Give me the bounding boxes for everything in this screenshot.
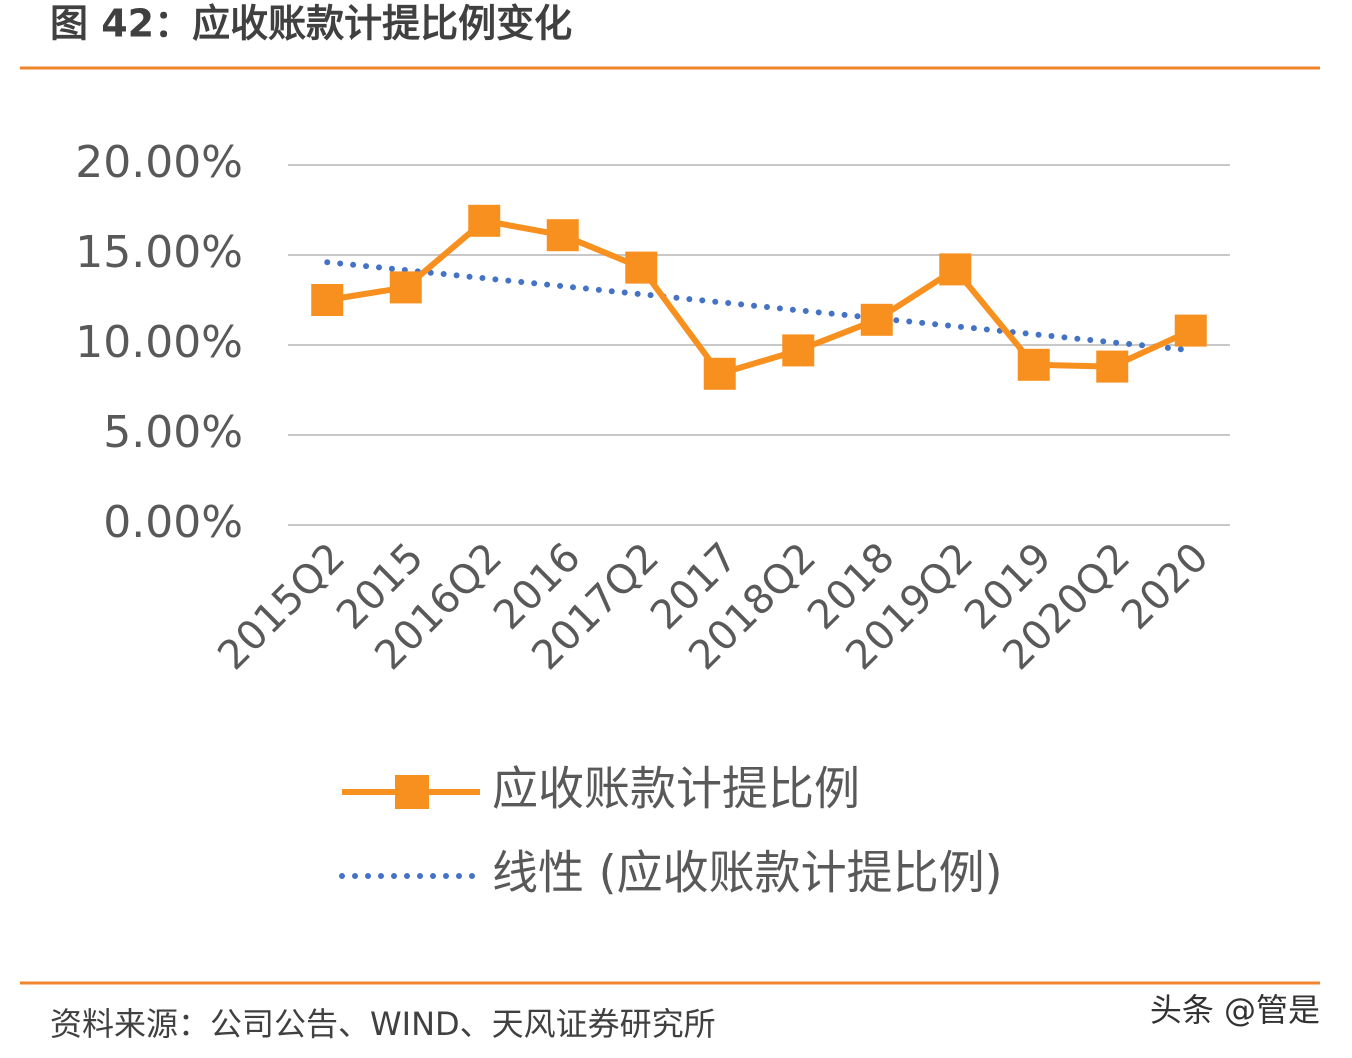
watermark: 头条 @管是 [1150,991,1320,1029]
point-marker [1017,348,1050,381]
legend-label: 应收账款计提比例 [492,762,860,816]
y-tick-label: 15.00% [75,227,243,278]
y-tick-label: 0.00% [103,497,243,548]
point-marker [782,334,815,367]
point-marker [311,284,344,316]
point-marker [1174,314,1207,347]
chart-title: 图 42：应收账款计提比例变化 [50,2,572,46]
point-marker [860,303,893,336]
point-marker [468,204,501,237]
source: 资料来源：公司公告、WIND、天风证券研究所 [50,1005,716,1043]
series-line [324,259,1194,354]
point-marker [1096,350,1129,383]
y-tick-label: 20.00% [75,137,243,188]
point-marker [546,219,579,252]
point-marker [625,251,658,284]
y-tick-label: 5.00% [103,407,243,458]
legend-label: 线性 (应收账款计提比例) [492,846,1003,900]
point-marker [703,357,736,390]
point-marker [389,271,422,304]
point-marker [939,253,972,286]
legend-marker [395,775,429,809]
y-tick-label: 10.00% [75,317,243,368]
